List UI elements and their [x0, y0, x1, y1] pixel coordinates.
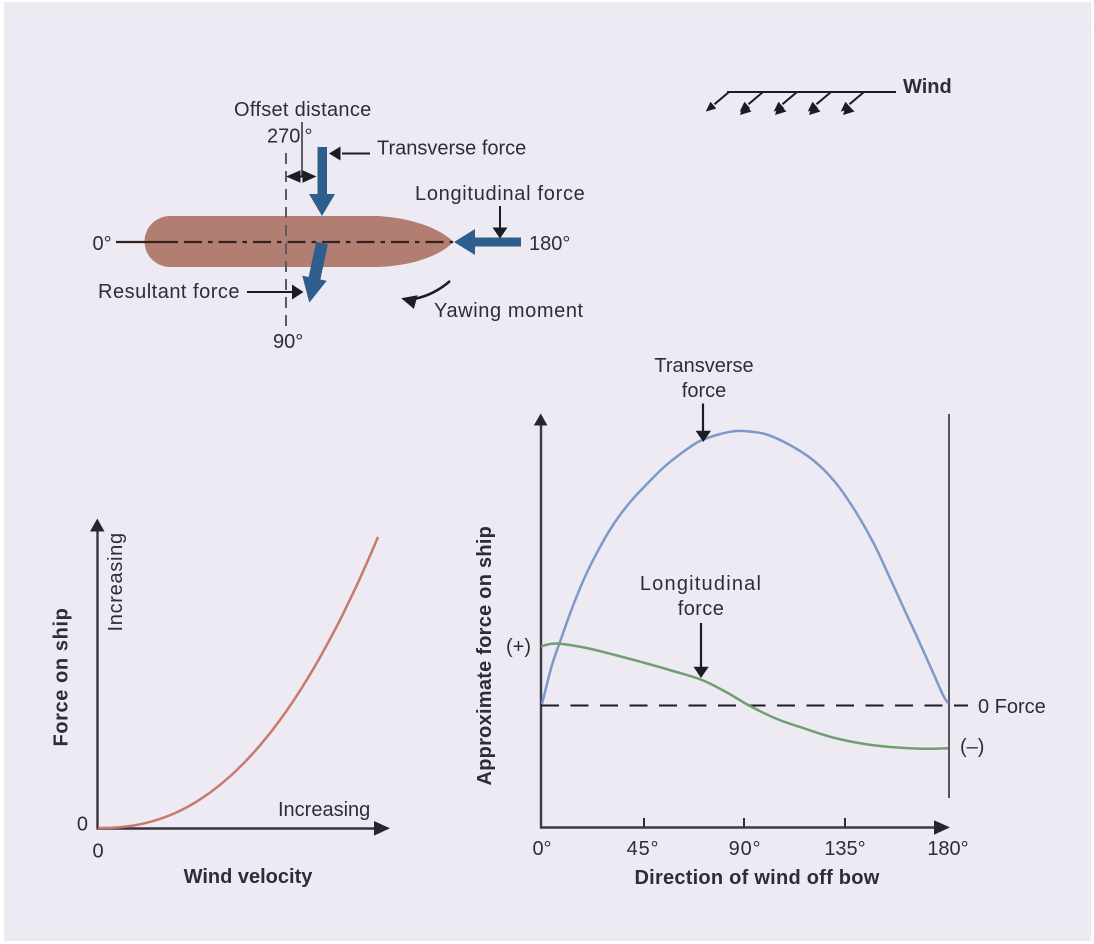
svg-text:(+): (+): [506, 636, 531, 658]
svg-text:Offset distance: Offset distance: [234, 99, 372, 121]
svg-text:force: force: [682, 380, 726, 402]
svg-text:0: 0: [77, 814, 88, 836]
svg-text:Longitudinal force: Longitudinal force: [415, 183, 586, 205]
svg-text:0°: 0°: [93, 233, 112, 255]
svg-text:Longitudinal: Longitudinal: [640, 573, 762, 595]
svg-text:Yawing moment: Yawing moment: [434, 300, 584, 322]
svg-text:Wind: Wind: [903, 76, 952, 98]
svg-text:force: force: [678, 598, 724, 620]
svg-text:0°: 0°: [532, 838, 551, 860]
svg-text:Resultant force: Resultant force: [98, 281, 240, 303]
svg-text:270: 270: [267, 126, 300, 148]
svg-text:45°: 45°: [627, 838, 660, 860]
svg-text:Wind velocity: Wind velocity: [184, 866, 314, 888]
svg-text:0: 0: [92, 841, 103, 863]
svg-text:(–): (–): [960, 736, 984, 758]
svg-text:Transverse force: Transverse force: [377, 138, 526, 160]
svg-text:Approximate force on ship: Approximate force on ship: [474, 526, 496, 786]
svg-text:180°: 180°: [927, 838, 968, 860]
svg-text:Increasing: Increasing: [105, 532, 127, 631]
svg-text:90°: 90°: [273, 331, 303, 353]
svg-text:Increasing: Increasing: [278, 799, 370, 821]
svg-text:90°: 90°: [729, 838, 762, 860]
svg-text:°: °: [305, 126, 313, 148]
svg-text:0 Force: 0 Force: [978, 696, 1046, 718]
svg-text:Force on ship: Force on ship: [51, 608, 73, 747]
svg-text:Direction of wind off bow: Direction of wind off bow: [634, 867, 879, 889]
svg-text:Transverse: Transverse: [654, 355, 753, 377]
svg-text:180°: 180°: [529, 233, 570, 255]
svg-text:135°: 135°: [824, 838, 865, 860]
